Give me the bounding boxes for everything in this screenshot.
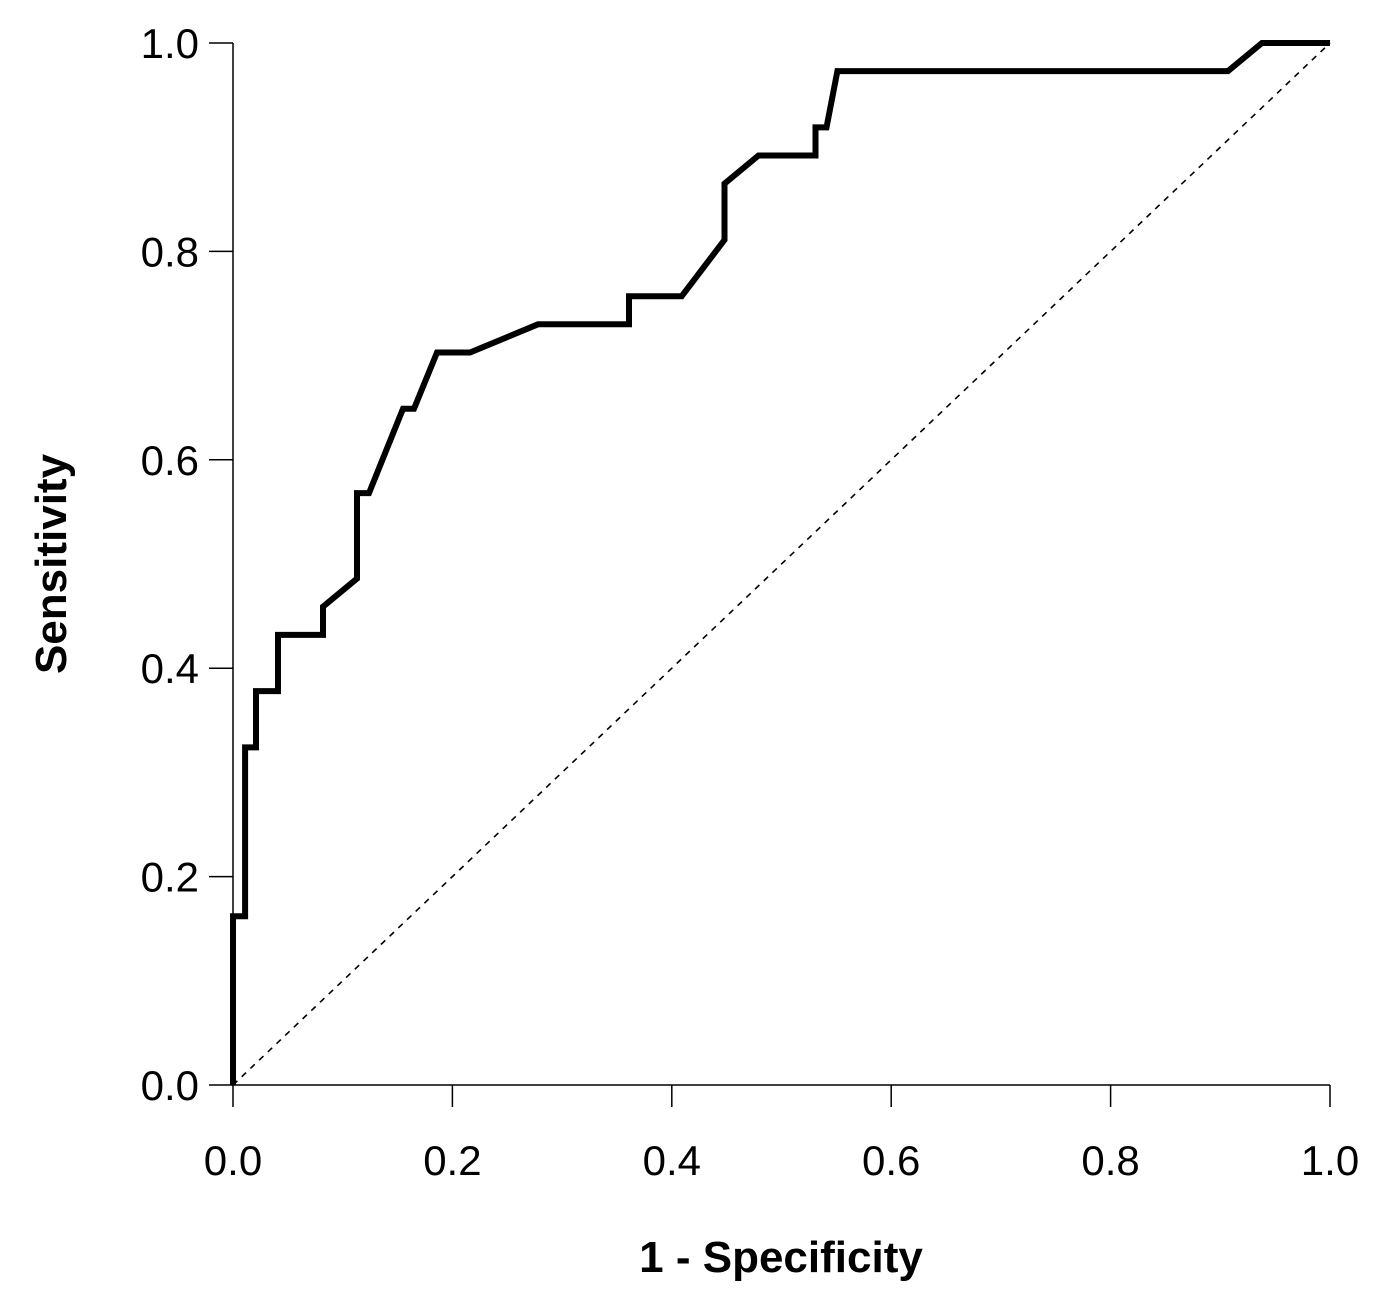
x-tick-label: 0.8	[1081, 1137, 1139, 1184]
roc-curve-line	[230, 40, 1330, 1085]
plot-area	[230, 40, 1331, 1086]
y-tick-label: 1.0	[141, 20, 199, 67]
x-tick-label: 1.0	[1301, 1137, 1359, 1184]
x-tick-label: 0.6	[862, 1137, 920, 1184]
y-tick-label: 0.6	[141, 437, 199, 484]
reference-diagonal-line	[232, 42, 1331, 1086]
y-axis-title: Sensitivity	[27, 453, 76, 674]
axes: 0.0 0.2 0.4 0.6 0.8 1.0 0.0 0.2 0.4 0.6 0.8 1.0	[141, 20, 1360, 1184]
x-axis-title: 1 - Specificity	[639, 1233, 923, 1282]
y-tick-label: 0.0	[141, 1062, 199, 1109]
y-tick-label: 0.2	[141, 854, 199, 901]
x-tick-label: 0.0	[204, 1137, 262, 1184]
x-tick-label: 0.4	[643, 1137, 701, 1184]
y-tick-label: 0.4	[141, 645, 199, 692]
y-tick-label: 0.8	[141, 228, 199, 275]
x-tick-label: 0.2	[423, 1137, 481, 1184]
